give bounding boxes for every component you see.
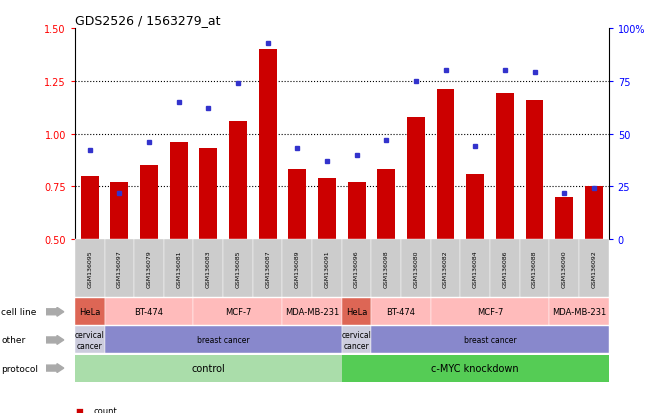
- Bar: [378, 170, 395, 240]
- Bar: [525, 100, 544, 240]
- Text: GSM136088: GSM136088: [532, 250, 537, 287]
- Bar: [407, 117, 425, 240]
- Text: protocol: protocol: [1, 364, 38, 373]
- Bar: [555, 197, 573, 240]
- Text: GSM136090: GSM136090: [562, 250, 567, 287]
- Text: breast cancer: breast cancer: [197, 336, 249, 344]
- Text: GSM136096: GSM136096: [354, 250, 359, 287]
- Text: breast cancer: breast cancer: [464, 336, 516, 344]
- Bar: [437, 90, 454, 240]
- Text: GSM136089: GSM136089: [295, 250, 300, 287]
- Text: GSM136081: GSM136081: [176, 250, 181, 287]
- Text: GSM136083: GSM136083: [206, 250, 211, 287]
- Text: HeLa: HeLa: [346, 308, 367, 316]
- Text: GSM136082: GSM136082: [443, 250, 448, 287]
- Bar: [496, 94, 514, 240]
- Text: MDA-MB-231: MDA-MB-231: [285, 308, 339, 316]
- Text: ■: ■: [75, 406, 83, 413]
- Text: HeLa: HeLa: [79, 308, 100, 316]
- Text: GSM136091: GSM136091: [324, 250, 329, 287]
- Text: MCF-7: MCF-7: [477, 308, 503, 316]
- Bar: [258, 50, 277, 240]
- FancyArrow shape: [46, 308, 64, 316]
- Bar: [318, 178, 336, 240]
- Bar: [348, 183, 365, 240]
- Text: cervical
cancer: cervical cancer: [342, 330, 372, 350]
- Text: GSM136095: GSM136095: [87, 250, 92, 287]
- Text: GSM136097: GSM136097: [117, 249, 122, 287]
- Text: GSM136085: GSM136085: [236, 250, 240, 287]
- Text: count: count: [93, 406, 117, 413]
- Text: GSM136084: GSM136084: [473, 250, 478, 287]
- Text: GSM136079: GSM136079: [146, 249, 152, 287]
- Bar: [229, 121, 247, 240]
- Text: cervical
cancer: cervical cancer: [75, 330, 105, 350]
- Bar: [140, 166, 158, 240]
- Bar: [81, 176, 98, 240]
- Text: cell line: cell line: [1, 308, 36, 316]
- Bar: [111, 183, 128, 240]
- Text: GDS2526 / 1563279_at: GDS2526 / 1563279_at: [75, 14, 221, 27]
- Text: control: control: [191, 363, 225, 373]
- Text: MCF-7: MCF-7: [225, 308, 251, 316]
- Text: GSM136087: GSM136087: [265, 250, 270, 287]
- Bar: [585, 187, 603, 240]
- FancyArrow shape: [46, 336, 64, 344]
- FancyArrow shape: [46, 364, 64, 373]
- Text: GSM136086: GSM136086: [503, 250, 507, 287]
- Text: BT-474: BT-474: [135, 308, 163, 316]
- Text: c-MYC knockdown: c-MYC knockdown: [432, 363, 519, 373]
- Text: GSM136080: GSM136080: [413, 250, 419, 287]
- Text: GSM136092: GSM136092: [591, 249, 596, 287]
- Bar: [170, 142, 187, 240]
- Text: other: other: [1, 336, 25, 344]
- Bar: [288, 170, 306, 240]
- Bar: [199, 149, 217, 240]
- Text: MDA-MB-231: MDA-MB-231: [552, 308, 606, 316]
- Text: BT-474: BT-474: [387, 308, 415, 316]
- Text: GSM136098: GSM136098: [383, 250, 389, 287]
- Bar: [466, 174, 484, 240]
